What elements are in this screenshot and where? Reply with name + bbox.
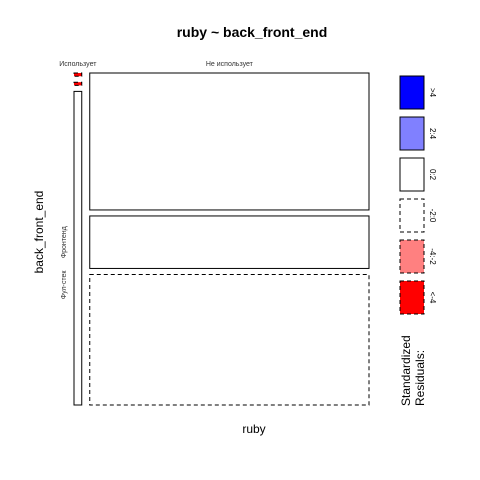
mosaic-cell-0-2 xyxy=(73,90,83,406)
legend-swatch-4 xyxy=(399,280,425,315)
chart-title: ruby ~ back_front_end xyxy=(177,24,328,40)
x-axis-label: ruby xyxy=(242,422,265,436)
category-labels: Использует Не использует Фронтенд Фул-стек xyxy=(59,61,253,299)
legend-title-line-0: Standardized xyxy=(399,335,413,406)
mosaic-cell-1-2 xyxy=(89,273,370,406)
legend-swatch-2-0 xyxy=(399,198,425,233)
mosaic-cell-1-0 xyxy=(89,72,370,211)
legend-swatch-2-4 xyxy=(399,116,425,151)
mosaic-cell-1-1 xyxy=(89,215,370,269)
x-category-label-1: Не использует xyxy=(206,61,254,68)
legend-label-2-0: -2:0 xyxy=(428,209,437,223)
legend-title-line-1: Residuals: xyxy=(413,350,427,406)
mosaic-cell-0-1 xyxy=(73,81,83,86)
legend: >4 2:4 0:2 -2:0 -4:-2 <-4 Standardized Residual… xyxy=(399,75,437,406)
x-category-label-0: Использует xyxy=(59,61,97,68)
legend-swatch-0-2 xyxy=(399,157,425,192)
legend-label-4: <-4 xyxy=(428,292,437,304)
legend-label-4-2: -4:-2 xyxy=(428,248,437,265)
legend-label-4: >4 xyxy=(428,88,437,98)
legend-swatch-4-2 xyxy=(399,239,425,274)
legend-swatch-4 xyxy=(399,75,425,110)
y-category-label-2: Фул-стек xyxy=(61,270,68,300)
y-axis-label: back_front_end xyxy=(32,191,46,274)
legend-label-2-4: 2:4 xyxy=(428,128,437,140)
mosaic-cell-0-0 xyxy=(73,72,83,77)
legend-label-0-2: 0:2 xyxy=(428,169,437,181)
y-category-label-1: Фронтенд xyxy=(61,226,68,258)
mosaic-cells xyxy=(73,72,370,406)
